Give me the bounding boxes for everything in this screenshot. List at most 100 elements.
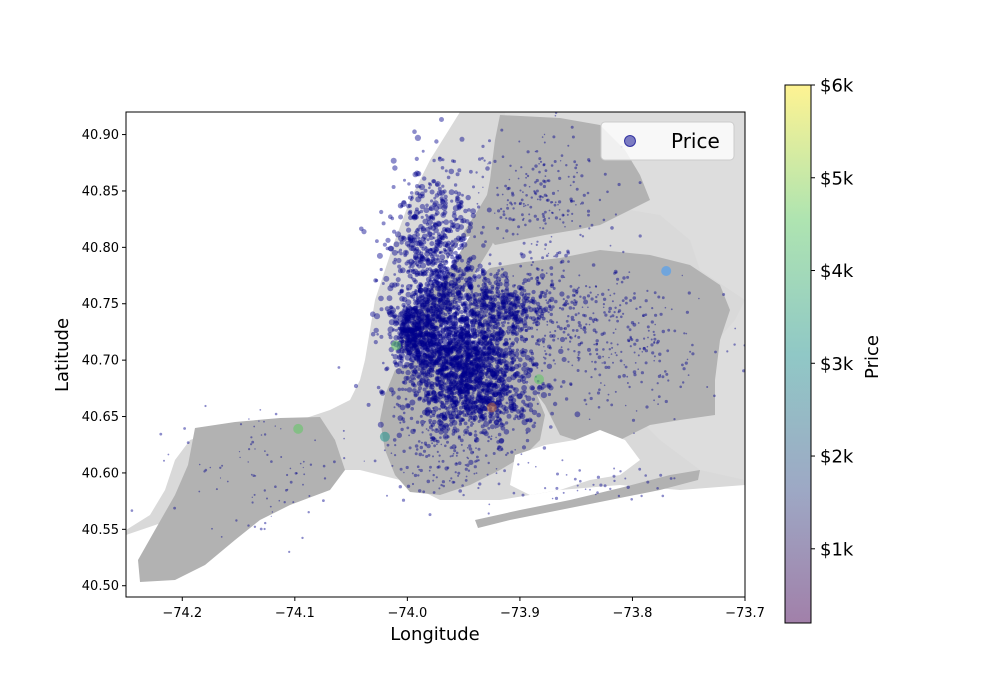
scatter-point [439,412,443,416]
scatter-point [389,305,394,310]
scatter-point [417,331,423,336]
scatter-point [504,409,509,414]
scatter-point [447,340,453,346]
scatter-point [430,339,434,343]
scatter-point [467,284,473,290]
scatter-point [429,261,436,267]
scatter-point [521,213,524,217]
scatter-point [597,293,599,296]
scatter-point [458,331,465,337]
scatter-point [480,365,484,369]
scatter-point [535,301,541,307]
scatter-point [474,360,481,367]
scatter-point [499,299,506,305]
scatter-point [572,180,575,184]
scatter-point [474,439,477,442]
scatter-point [451,406,454,409]
scatter-point [441,394,446,399]
scatter-point [399,467,403,471]
scatter-point [475,395,482,402]
scatter-point [459,359,463,363]
scatter-point [561,307,565,311]
scatter-point [438,311,442,315]
scatter-point [638,181,642,185]
scatter-point [617,375,622,379]
scatter-point [432,221,437,226]
scatter-point [402,327,407,332]
scatter-point [343,457,346,460]
scatter-point [425,340,431,346]
scatter-point [269,505,272,508]
scatter-point [489,341,494,346]
scatter-point [428,235,434,241]
scatter-point [449,362,454,367]
scatter-point [467,377,473,384]
scatter-point [443,326,448,330]
scatter-point [446,255,450,259]
scatter-point [442,286,448,292]
scatter-point [425,267,429,271]
scatter-point [502,213,506,217]
scatter-point [529,385,535,391]
scatter-point [602,306,605,309]
scatter-point [443,355,446,359]
scatter-point [468,368,474,374]
scatter-point [681,363,684,367]
scatter-point [446,349,453,356]
scatter-point [389,307,397,314]
scatter-point [437,300,441,304]
scatter-point [414,319,421,325]
scatter-point [414,270,420,276]
scatter-point [549,334,554,338]
scatter-point [411,260,415,264]
map-central-park [432,236,470,285]
scatter-point [494,427,497,429]
scatter-point [428,259,434,265]
scatter-point [505,388,510,393]
scatter-point [647,329,650,332]
scatter-point [661,329,665,334]
scatter-point [524,299,529,304]
scatter-point [578,469,581,472]
scatter-point [438,344,445,351]
scatter-point [401,314,408,322]
scatter-point [471,379,477,385]
scatter-point [604,313,608,317]
scatter-point [477,337,481,341]
scatter-point [472,400,476,404]
scatter-point [480,352,486,358]
scatter-point [523,390,527,394]
scatter-point [411,336,415,340]
scatter-point [442,305,448,311]
scatter-point [631,418,636,422]
scatter-point [479,365,486,372]
scatter-point [647,336,649,339]
scatter-point [461,339,467,345]
scatter-point [426,390,431,395]
scatter-point [474,348,477,352]
scatter-point [518,413,524,418]
scatter-point [387,332,392,337]
scatter-point [308,495,311,497]
scatter-point [468,415,473,420]
scatter-point [379,307,384,312]
scatter-point [399,326,405,333]
scatter-point [439,323,443,327]
scatter-point [425,317,430,321]
scatter-point [415,171,422,177]
scatter-point [398,485,402,489]
scatter-point [511,397,517,403]
scatter-point [436,419,443,426]
scatter-point [418,338,422,342]
scatter-point [554,496,559,500]
scatter-point [430,310,436,316]
scatter-point [419,283,424,288]
scatter-point [417,288,421,293]
scatter-point [462,366,466,370]
scatter-point [414,452,418,456]
scatter-point [483,159,486,162]
scatter-point [519,375,524,379]
scatter-point [375,239,379,244]
scatter-point [424,320,430,326]
scatter-point [496,440,500,444]
